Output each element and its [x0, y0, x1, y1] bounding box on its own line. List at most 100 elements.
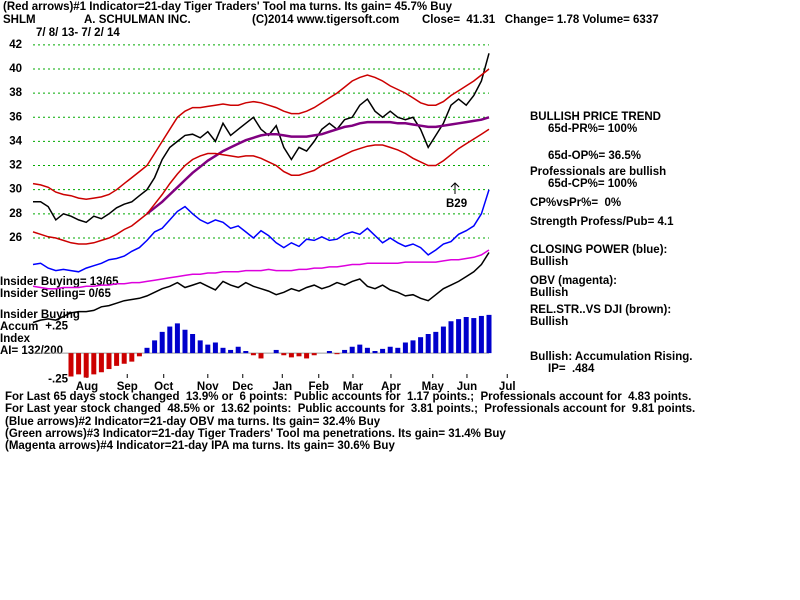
symbol: SHLM	[3, 14, 36, 26]
x-tick-label: Apr	[381, 381, 401, 393]
bar	[342, 349, 348, 354]
bar	[68, 353, 74, 377]
bar	[220, 347, 226, 354]
bar	[311, 353, 317, 356]
footer-line: For Last 65 days stock changed 13.9% or …	[5, 391, 691, 403]
bar	[418, 337, 424, 354]
date-range: 7/ 8/ 13- 7/ 2/ 14	[36, 27, 120, 39]
bar	[205, 344, 211, 354]
bar	[250, 353, 256, 356]
sidebar-text: Bullish	[530, 256, 568, 268]
left-label: Accum	[0, 321, 38, 333]
bar	[129, 353, 135, 362]
bar	[212, 342, 218, 354]
bar	[425, 334, 431, 354]
x-tick-label: Sep	[117, 381, 138, 393]
bar	[91, 353, 97, 375]
bar	[258, 353, 264, 359]
x-tick-label: Aug	[76, 381, 98, 393]
bar	[235, 346, 241, 354]
sidebar-text: Bullish	[530, 287, 568, 299]
bar	[456, 319, 462, 354]
bar	[288, 353, 294, 358]
sidebar-text: REL.STR..VS DJI (brown):	[530, 304, 671, 316]
y-tick-label: 32	[9, 160, 22, 172]
left-label: AI= 132/200	[0, 345, 63, 357]
bar	[152, 340, 158, 354]
bar	[83, 353, 89, 378]
bar	[463, 317, 469, 354]
y-tick-label: -.25	[48, 374, 68, 386]
footer-line: (Green arrows)#3 Indicator=21-day Tiger …	[5, 428, 506, 440]
sidebar-text: Strength Profess/Pub= 4.1	[530, 216, 674, 228]
y-tick-label: 30	[9, 184, 22, 196]
copyright: (C)2014 www.tigersoft.com	[252, 14, 399, 26]
bar	[364, 347, 370, 354]
bar	[471, 318, 477, 354]
x-tick-label: Oct	[154, 381, 173, 393]
bar	[144, 347, 150, 354]
x-tick-label: Jul	[499, 381, 516, 393]
bar	[326, 351, 332, 354]
y-tick-label: 40	[9, 63, 22, 75]
bar	[440, 326, 446, 354]
header-line: (Red arrows)#1 Indicator=21-day Tiger Tr…	[3, 1, 453, 13]
sidebar-text: IP= .484	[548, 363, 595, 375]
bar	[76, 353, 82, 375]
bar	[380, 348, 386, 354]
series-line	[32, 128, 490, 245]
bar	[281, 353, 287, 356]
sidebar-text: BULLISH PRICE TREND	[530, 111, 661, 123]
company: A. SCHULMAN INC.	[84, 14, 191, 26]
series-line	[32, 252, 490, 324]
bar	[273, 349, 279, 354]
bar	[304, 353, 310, 359]
x-tick-label: Jan	[272, 381, 292, 393]
bar	[448, 321, 454, 354]
quote: Close= 41.31 Change= 1.78 Volume= 6337	[422, 14, 659, 26]
x-tick-label: Mar	[343, 381, 364, 393]
series-line	[32, 249, 490, 290]
bar	[395, 347, 401, 354]
series-line	[33, 53, 490, 224]
bar	[159, 331, 165, 354]
bar	[243, 351, 249, 354]
sidebar-text: Bullish	[530, 316, 568, 328]
sidebar-text: OBV (magenta):	[530, 275, 617, 287]
series-line	[32, 68, 490, 201]
sidebar-text: 65d-OP%= 36.5%	[548, 150, 641, 162]
bar	[136, 353, 142, 357]
bar	[402, 342, 408, 354]
bar	[387, 346, 393, 354]
y-tick-label: 26	[9, 232, 22, 244]
series-line	[146, 116, 490, 215]
bar	[334, 353, 340, 355]
x-tick-label: Feb	[309, 381, 329, 393]
annotation: B29	[446, 198, 467, 210]
sidebar-text: Professionals are bullish	[530, 166, 666, 178]
y-tick-label: 42	[9, 39, 22, 51]
x-tick-label: Jun	[457, 381, 477, 393]
bar	[372, 351, 378, 354]
bar	[433, 331, 439, 354]
bar	[167, 326, 173, 354]
sidebar-text: 65d-PR%= 100%	[548, 123, 637, 135]
footer-line: (Blue arrows)#2 Indicator=21-day OBV ma …	[5, 416, 381, 428]
x-tick-label: Dec	[232, 381, 254, 393]
footer-line: (Magenta arrows)#4 Indicator=21-day IPA …	[5, 440, 395, 452]
bar	[174, 323, 180, 354]
x-tick-label: May	[422, 381, 445, 393]
bar	[486, 314, 492, 354]
y-tick-label: 28	[9, 208, 22, 220]
x-tick-label: Nov	[197, 381, 219, 393]
bar	[98, 353, 104, 373]
bar	[182, 329, 188, 354]
y-tick-label: 38	[9, 87, 22, 99]
bar	[114, 353, 120, 366]
series-line	[32, 189, 490, 273]
left-label: Index	[0, 333, 31, 345]
sidebar-text: CP%vsPr%= 0%	[530, 197, 621, 209]
bar	[190, 334, 196, 354]
